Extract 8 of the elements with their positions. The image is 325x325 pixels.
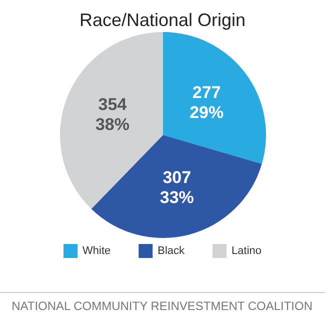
data-label: 307 33% [160, 168, 194, 208]
legend-label: White [82, 245, 111, 257]
chart-title: Race/National Origin [79, 10, 246, 30]
text: NATIONAL COMMUNITY REINVESTMENT COALITION [12, 299, 313, 313]
legend-label: Latino [232, 245, 262, 257]
data-label: 277 29% [190, 82, 224, 122]
data-label: 354 38% [95, 95, 130, 134]
legend-label: Black [158, 245, 186, 257]
